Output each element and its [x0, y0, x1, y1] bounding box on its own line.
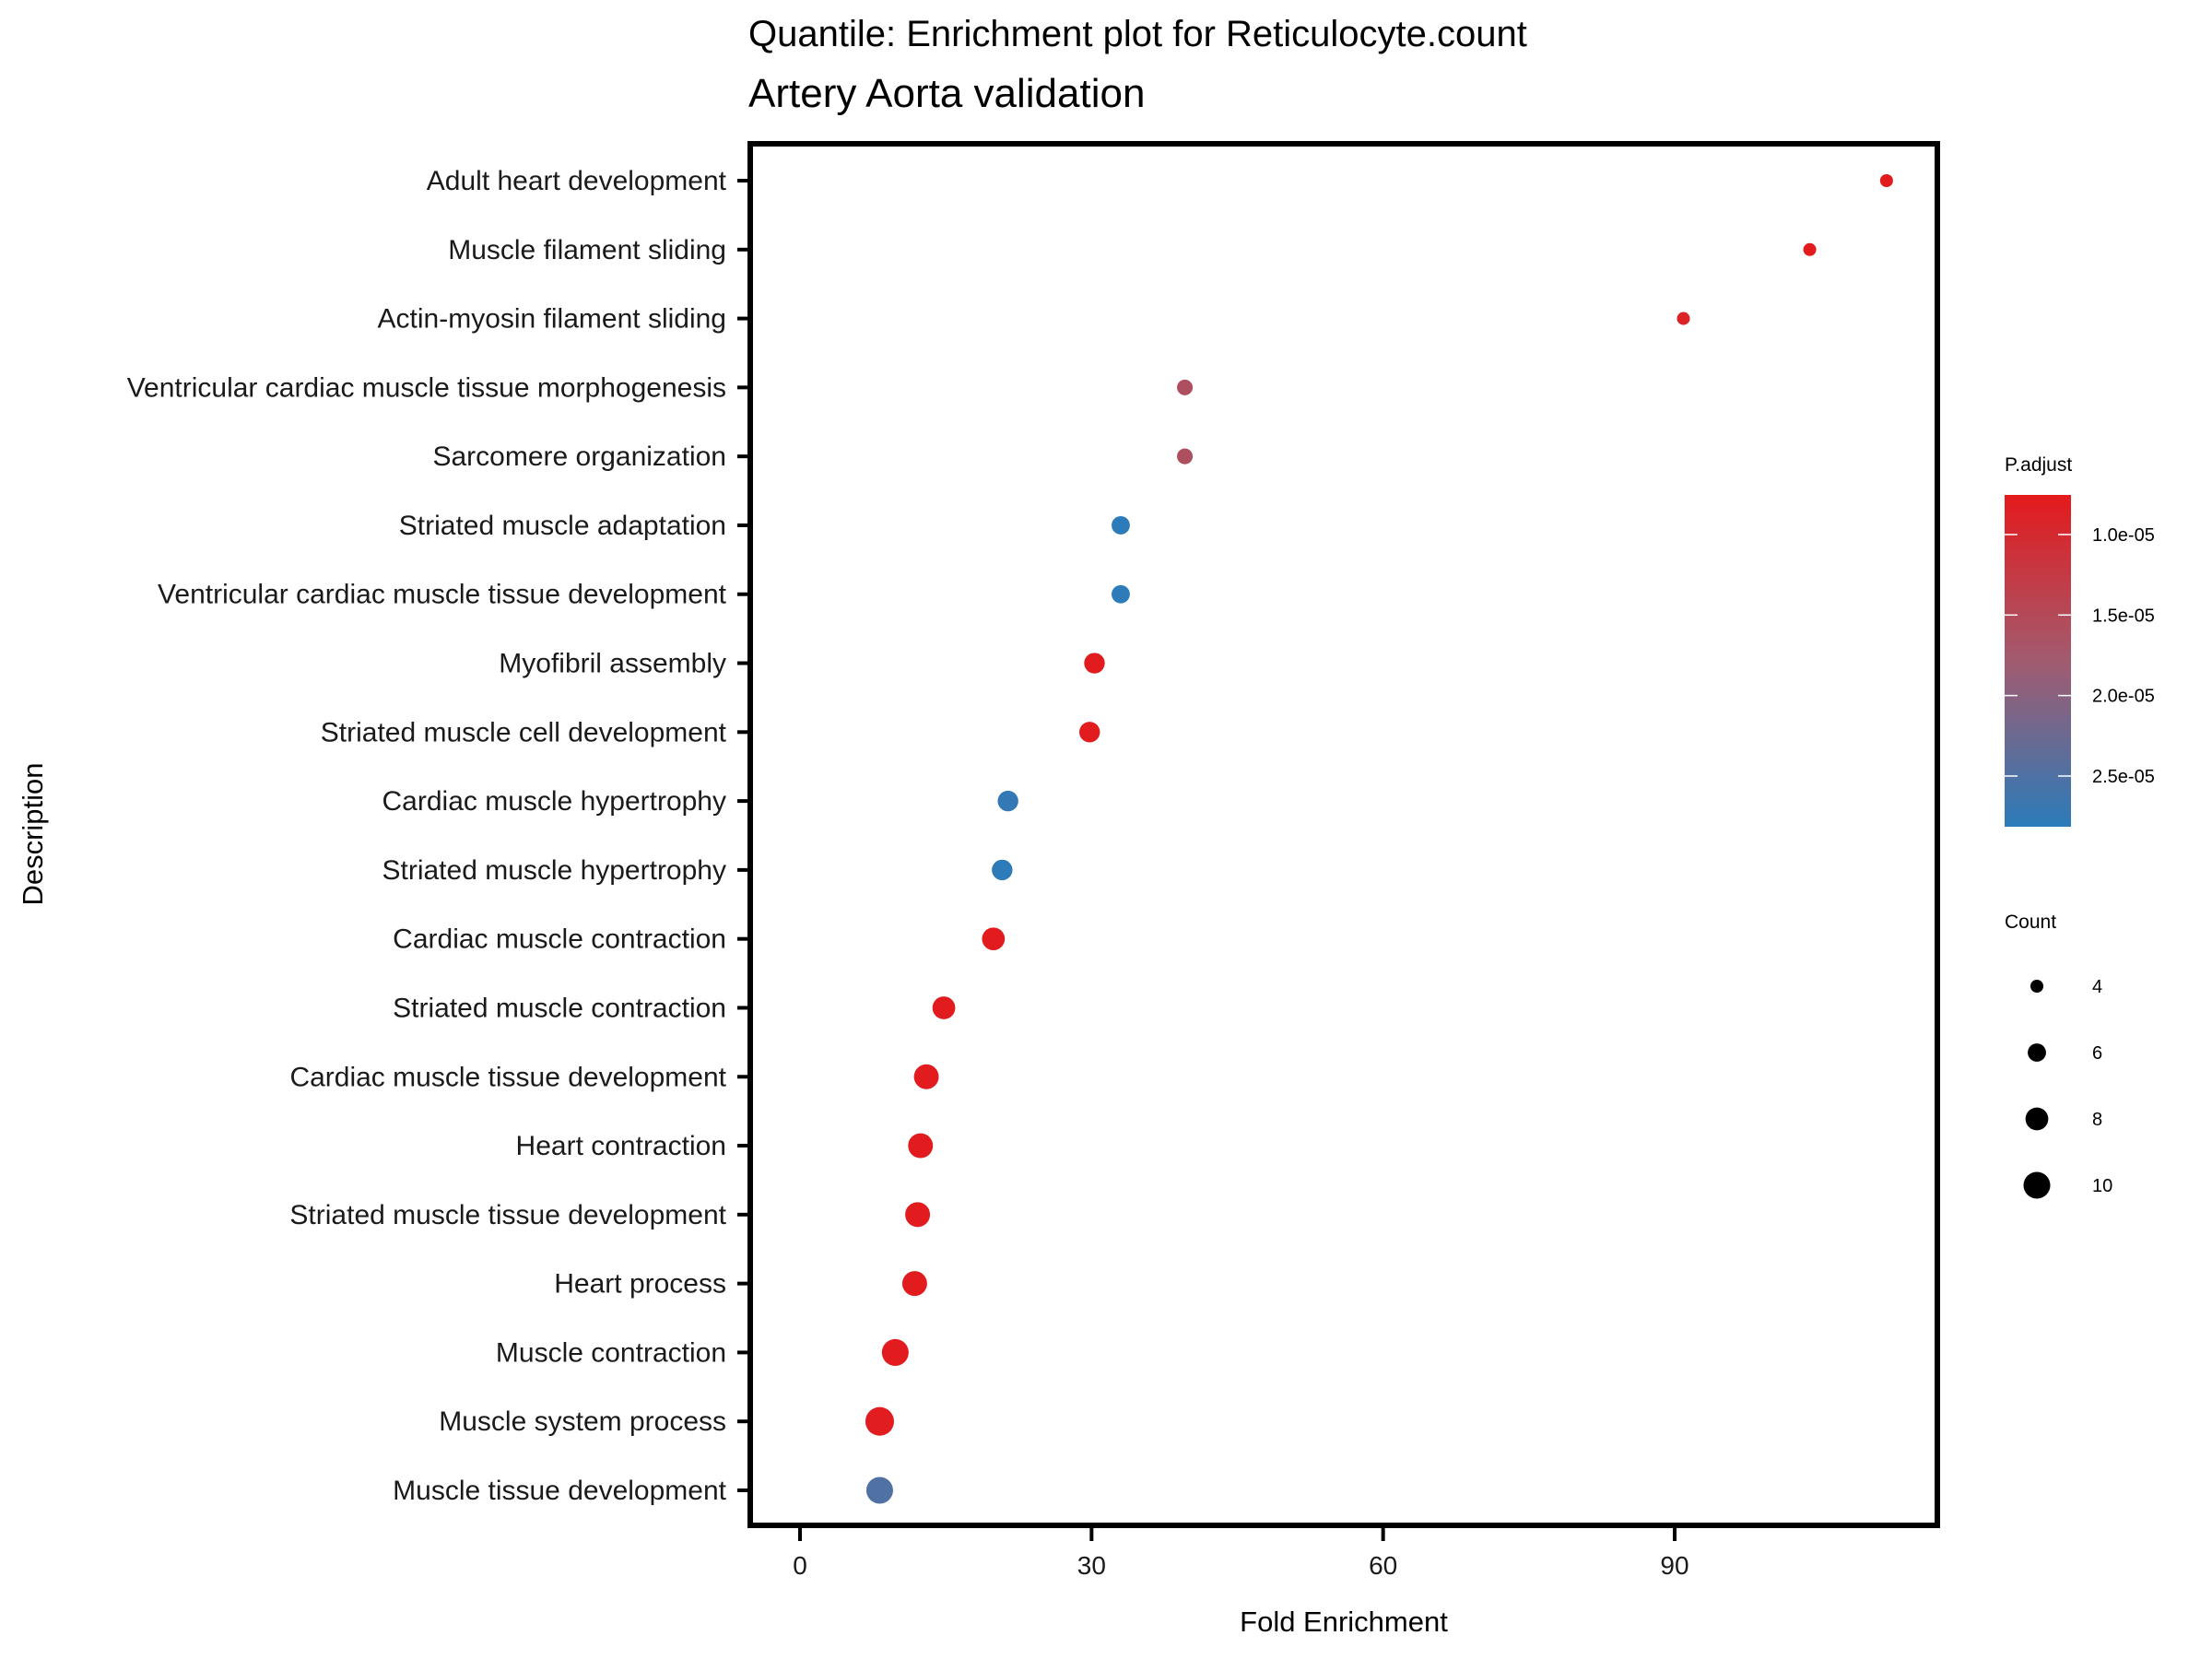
y-tick-label: Striated muscle contraction: [393, 993, 726, 1023]
color-legend-label: 2.5e-05: [2092, 767, 2155, 787]
chart-title: Quantile: Enrichment plot for Reticulocy…: [748, 14, 1527, 54]
y-tick-label: Striated muscle tissue development: [289, 1200, 726, 1230]
data-point: [865, 1477, 893, 1504]
size-legend-key: [2025, 1107, 2049, 1131]
y-tick-label: Ventricular cardiac muscle tissue morpho…: [127, 372, 726, 403]
size-legend-title: Count: [2005, 912, 2056, 933]
y-axis-title: Description: [17, 762, 49, 905]
y-tick-label: Muscle system process: [439, 1406, 726, 1437]
points-layer: [865, 173, 1893, 1504]
size-legend-label: 10: [2092, 1176, 2112, 1196]
data-point: [1879, 173, 1893, 188]
data-point: [865, 1406, 894, 1436]
data-point: [901, 1271, 927, 1297]
y-tick-label: Striated muscle cell development: [321, 717, 727, 747]
size-legend-label: 8: [2092, 1110, 2102, 1130]
y-axis: Adult heart development Muscle filament s…: [127, 166, 747, 1506]
data-point: [1079, 722, 1100, 743]
color-legend-title: P.adjust: [2005, 454, 2072, 476]
x-tick-label: 30: [1077, 1551, 1106, 1580]
y-tick-label: Muscle contraction: [496, 1337, 726, 1368]
data-point: [881, 1338, 909, 1366]
y-tick-label: Cardiac muscle tissue development: [289, 1062, 726, 1092]
data-point: [932, 996, 956, 1019]
y-tick-label: Sarcomere organization: [432, 441, 726, 472]
size-legend-key: [2028, 1043, 2046, 1062]
data-point: [982, 927, 1006, 951]
size-legend-key: [2023, 1171, 2051, 1199]
y-tick-label: Muscle filament sliding: [448, 235, 726, 265]
color-bar: [2005, 495, 2071, 827]
x-axis: 0 30 60 90: [793, 1528, 1689, 1580]
data-point: [1677, 312, 1690, 325]
data-point: [992, 859, 1013, 881]
data-point: [905, 1202, 931, 1228]
size-legend-key: [2030, 979, 2044, 994]
y-tick-label: Actin-myosin filament sliding: [378, 304, 726, 335]
x-axis-title: Fold Enrichment: [1240, 1606, 1448, 1638]
chart-subtitle: Artery Aorta validation: [748, 71, 1145, 116]
data-point: [913, 1064, 939, 1089]
y-tick-label: Heart process: [554, 1269, 726, 1300]
color-legend-label: 1.5e-05: [2092, 606, 2155, 626]
size-legend: Count 4 6 8 10: [2005, 912, 2112, 1199]
data-point: [1112, 584, 1130, 604]
x-tick-label: 90: [1660, 1551, 1688, 1580]
y-tick-label: Striated muscle adaptation: [399, 511, 726, 541]
color-legend-label: 1.0e-05: [2092, 525, 2155, 546]
data-point: [1177, 448, 1194, 465]
data-point: [1803, 242, 1817, 256]
y-tick-label: Cardiac muscle contraction: [393, 924, 726, 955]
y-tick-label: Muscle tissue development: [393, 1476, 727, 1506]
data-point: [1112, 516, 1130, 535]
x-tick-label: 0: [793, 1551, 807, 1580]
data-point: [997, 790, 1018, 812]
size-legend-label: 6: [2092, 1043, 2102, 1064]
data-point: [1084, 653, 1105, 674]
size-legend-label: 4: [2092, 977, 2102, 997]
data-point: [908, 1133, 934, 1159]
y-tick-label: Heart contraction: [516, 1131, 726, 1161]
x-tick-label: 60: [1369, 1551, 1397, 1580]
y-tick-label: Cardiac muscle hypertrophy: [382, 786, 727, 817]
y-tick-label: Striated muscle hypertrophy: [382, 855, 726, 886]
color-legend-label: 2.0e-05: [2092, 687, 2155, 707]
color-legend: P.adjust 1.0e-05 1.5e-05 2.0e-05 2.5e-05: [2005, 454, 2155, 827]
y-tick-label: Myofibril assembly: [499, 649, 726, 679]
plot-panel: [747, 141, 1940, 1528]
data-point: [1177, 379, 1194, 395]
y-tick-label: Ventricular cardiac muscle tissue develo…: [158, 580, 727, 610]
y-tick-label: Adult heart development: [427, 166, 727, 196]
